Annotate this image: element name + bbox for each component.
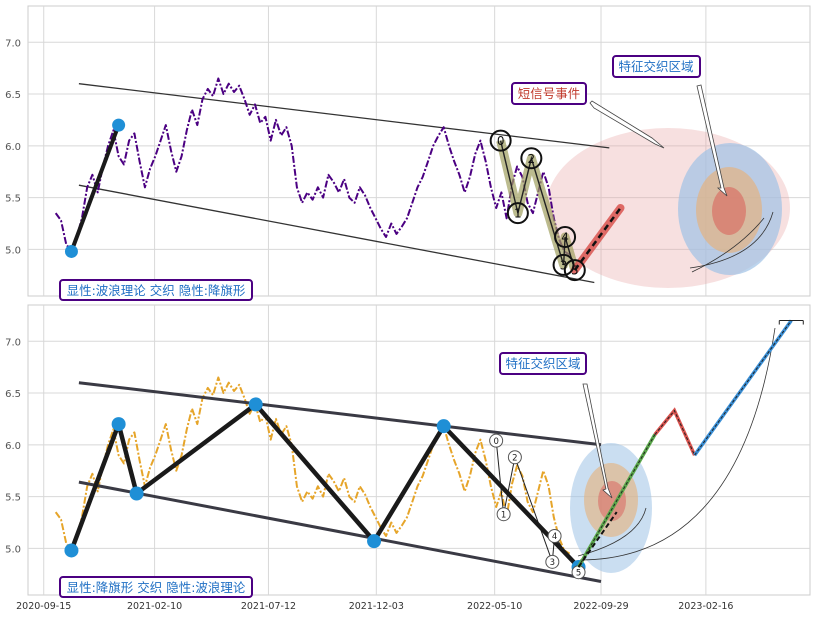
feature-region-label-top-box [612, 55, 701, 78]
top-wave-marker-ring [552, 253, 575, 276]
bottom-pattern-label-box [59, 576, 253, 598]
bottom-small-marker-ring [545, 554, 560, 569]
xtick-label: 2022-05-10 [467, 601, 522, 612]
top-wave-marker-label: 3 [560, 258, 568, 272]
xtick-label: 2021-02-10 [127, 601, 182, 612]
bottom-feature-region-red [598, 481, 626, 521]
bottom-small-marker-ring [496, 507, 511, 522]
bottom-channel-line [78, 480, 602, 583]
bottom-ytick-label: 5.0 [5, 544, 21, 555]
top-panel-plot: 0 1 2 3 4 5 [54, 77, 625, 284]
top-wave-marker-label: 1 [514, 207, 522, 221]
xtick-label: 2020-09-15 [16, 601, 71, 612]
top-wave-marker-label: 2 [528, 152, 536, 166]
bottom-wave-node [64, 543, 79, 558]
feature-region-label-bottom: 特征交织区域 [505, 356, 580, 371]
top-wave-marker-label: 5 [571, 264, 579, 278]
top-ytick-label: 7.0 [5, 38, 21, 49]
bottom-projection-blue-dash [694, 320, 792, 456]
top-ytick-label: 5.0 [5, 245, 21, 256]
top-panel-frame [27, 5, 811, 297]
short-signal-label: 短信号事件 [518, 86, 581, 101]
xtick-label: 2021-07-12 [241, 601, 296, 612]
top-price-line [54, 77, 571, 256]
bottom-projection-green-dash [578, 434, 656, 568]
bottom-wave-node [248, 397, 263, 412]
bottom-small-marker-label: 2 [512, 453, 517, 463]
top-pattern-label: 显性:波浪理论 交织 隐性:降旗形 [67, 283, 246, 298]
xtick-label: 2022-09-29 [573, 601, 628, 612]
x-axis-ticks: 2020-09-15 2021-02-10 2021-07-12 2021-12-03… [16, 601, 733, 612]
top-wave-marker-ring [489, 129, 512, 152]
bottom-small-marker-ring [547, 528, 562, 543]
top-wave-node [64, 244, 78, 258]
bottom-small-wave-path [495, 440, 579, 573]
grid-lines [28, 6, 810, 595]
bottom-small-marker-label: 1 [501, 510, 506, 520]
top-wave-left [69, 124, 121, 253]
bottom-wave-node [111, 417, 126, 432]
bottom-small-marker-ring [507, 450, 522, 465]
axis-ticks: 5.0 5.5 6.0 6.5 7.0 5.0 5.5 6.0 6.5 7.0 [5, 38, 21, 555]
xtick-label: 2021-12-03 [349, 601, 404, 612]
top-wave-marker-label: 4 [561, 230, 569, 244]
bottom-wave-node [129, 486, 144, 501]
bottom-small-marker-label: 3 [550, 558, 555, 568]
bottom-inner-dash [577, 511, 618, 568]
top-ytick-label: 5.5 [5, 194, 21, 205]
bottom-small-marker-ring [489, 433, 504, 448]
top-pattern-label-box [59, 279, 253, 301]
bottom-annotations: 特征交织区域 显性:降旗形 交织 隐性:波浪理论 [59, 352, 613, 598]
top-wave-path [499, 140, 576, 271]
bottom-wave-node [367, 534, 382, 549]
feature-region-red [712, 187, 746, 235]
top-wave-marker-ring [554, 225, 577, 248]
bottom-projection-red-dash [654, 409, 696, 456]
feature-region-arrow-top [696, 84, 728, 197]
bottom-small-marker-label: 5 [576, 568, 581, 578]
bottom-feature-region-orange [584, 463, 638, 537]
bottom-small-marker-label: 4 [552, 532, 557, 542]
bottom-ytick-label: 6.5 [5, 389, 21, 400]
top-wave-marker-ring [520, 147, 543, 170]
top-wave-marker-ring [563, 259, 586, 282]
bottom-wave-node [436, 419, 451, 434]
bottom-feature-arc [579, 327, 776, 561]
bottom-ytick-label: 6.0 [5, 441, 21, 452]
bottom-ytick-label: 7.0 [5, 337, 21, 348]
feature-region-label-bottom-box [499, 352, 587, 375]
top-wave-marker-ring [506, 202, 529, 225]
feature-arc-top-inner [691, 217, 765, 273]
bottom-price-line [54, 376, 571, 555]
top-ytick-label: 6.5 [5, 90, 21, 101]
bottom-small-marker-label: 0 [493, 437, 498, 447]
top-ytick-label: 6.0 [5, 142, 21, 153]
bottom-ytick-label: 5.5 [5, 493, 21, 504]
top-annotations: 特征交织区域 短信号事件 显性:波浪理论 交织 隐性:降旗形 [59, 55, 728, 301]
feature-region-arrow-bottom [582, 383, 613, 499]
top-channel-line [78, 83, 610, 149]
xtick-label: 2023-02-16 [678, 601, 733, 612]
top-wave-marker-label: 0 [497, 134, 505, 148]
top-feature-ellipses [546, 128, 790, 288]
short-signal-arrow [589, 100, 665, 149]
top-wave-node [112, 118, 126, 132]
bottom-panel-plot: 0 1 2 3 4 5 [54, 319, 804, 583]
top-red-dash [573, 207, 622, 271]
feature-region-label-top: 特征交织区域 [618, 59, 693, 74]
short-signal-label-box [511, 82, 587, 105]
bottom-pattern-label: 显性:降旗形 交织 隐性:波浪理论 [67, 580, 246, 595]
bottom-channel-line [78, 381, 602, 447]
top-channel-line [78, 184, 595, 284]
